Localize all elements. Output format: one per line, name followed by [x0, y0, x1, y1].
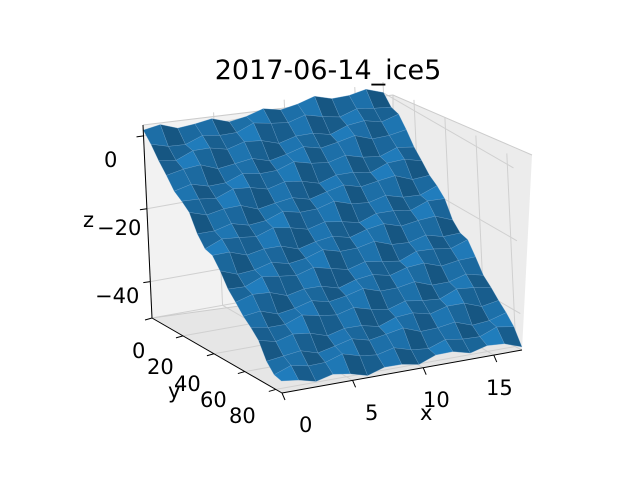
chart-title: 2017-06-14_ice5	[215, 55, 442, 86]
grid-line	[383, 92, 514, 169]
x-tick-mark	[493, 354, 498, 363]
y-tick-mark	[144, 317, 153, 321]
x-tick-mark	[422, 367, 427, 375]
z-tick-mark	[139, 208, 147, 211]
y-axis-label: y	[168, 379, 180, 403]
grid-line	[275, 345, 516, 390]
axis-lines	[142, 124, 523, 394]
z-tick-labels: 0 −20 −40	[95, 148, 141, 308]
y-tick-label: 60	[200, 388, 227, 412]
y-tick-label: 40	[174, 372, 201, 396]
y-tick-mark	[237, 371, 245, 375]
z-tick-mark	[143, 281, 151, 284]
grid-line	[506, 153, 517, 347]
x-tick-label: 15	[486, 376, 513, 400]
y-tick-label: 20	[147, 355, 174, 379]
x-tick-mark	[281, 392, 286, 401]
z-tick-mark	[136, 135, 144, 138]
x-tick-labels: 0 5 10 15	[299, 376, 513, 437]
z-axis-line	[142, 124, 153, 319]
surface-patch	[273, 365, 300, 382]
y-tick-mark	[268, 388, 276, 392]
z-axis-label: z	[83, 208, 94, 232]
y-tick-mark	[175, 335, 184, 339]
y-tick-label: 80	[229, 404, 256, 428]
x-axis-label: x	[420, 401, 432, 425]
y-tick-labels: 0 20 40 60 80	[132, 339, 256, 428]
x-tick-label: 5	[365, 401, 378, 425]
z-tick-label: −20	[97, 216, 141, 240]
axis-ticks	[136, 135, 498, 401]
x-tick-mark	[352, 380, 357, 388]
y-axis-line	[151, 317, 283, 394]
z-tick-label: 0	[104, 148, 117, 172]
x-tick-label: 0	[299, 413, 312, 437]
x-tick-label: 10	[423, 388, 450, 412]
x-axis-line	[281, 349, 523, 394]
y-tick-label: 0	[132, 339, 145, 363]
surface-plot	[142, 88, 523, 382]
y-tick-mark	[206, 353, 215, 357]
z-tick-label: −40	[95, 284, 139, 308]
